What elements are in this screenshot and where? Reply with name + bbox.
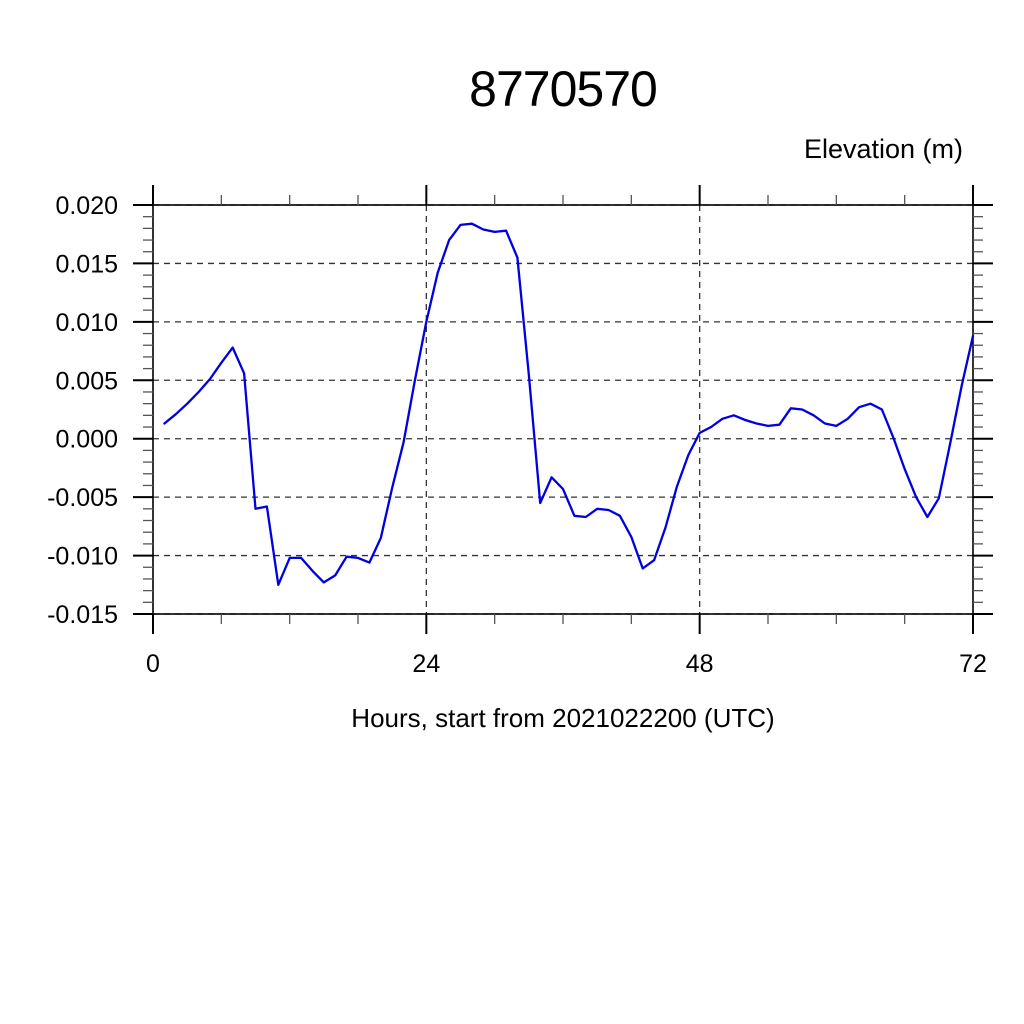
- y-tick-label: 0.000: [55, 426, 118, 454]
- y-tick-label: 0.005: [55, 367, 118, 395]
- elevation-axis-label: Elevation (m): [803, 134, 963, 164]
- y-tick-label: -0.005: [47, 484, 118, 512]
- x-tick-label: 48: [686, 650, 714, 678]
- x-tick-label: 0: [146, 650, 160, 678]
- chart-title: 8770570: [469, 61, 658, 117]
- y-tick-label: 0.020: [55, 192, 118, 220]
- axes-box: [152, 204, 974, 615]
- y-tick-label: 0.015: [55, 250, 118, 278]
- y-tick-label: -0.010: [47, 543, 118, 571]
- x-tick-label: 24: [412, 650, 440, 678]
- x-axis-label: Hours, start from 2021022200 (UTC): [351, 703, 775, 733]
- x-tick-label: 72: [959, 650, 987, 678]
- elevation-series-line: [163, 222, 975, 586]
- y-tick-label: 0.010: [55, 309, 118, 337]
- y-tick-label: -0.015: [47, 601, 118, 629]
